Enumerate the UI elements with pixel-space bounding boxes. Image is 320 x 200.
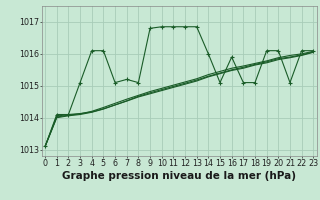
X-axis label: Graphe pression niveau de la mer (hPa): Graphe pression niveau de la mer (hPa) — [62, 171, 296, 181]
